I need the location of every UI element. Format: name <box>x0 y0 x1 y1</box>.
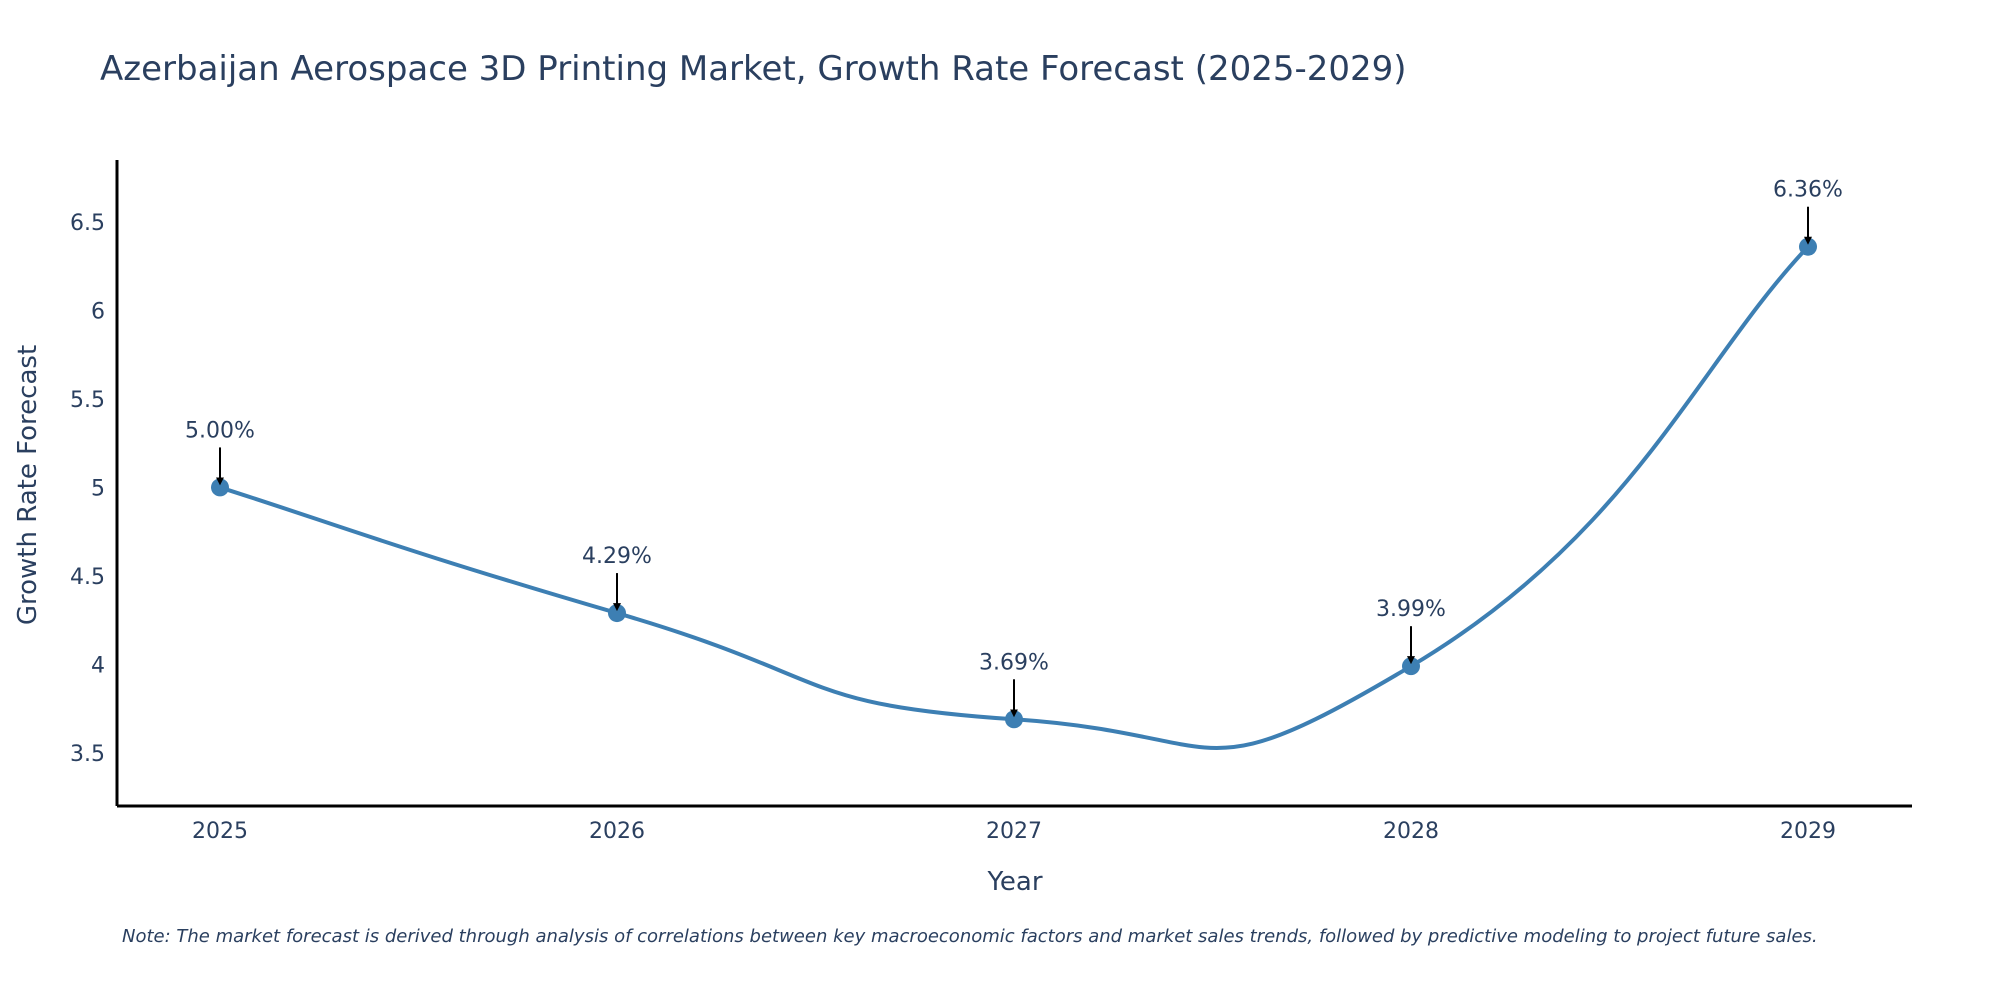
x-axis-title: Year <box>986 867 1042 897</box>
y-tick-label: 4.5 <box>70 565 105 590</box>
data-point <box>1005 710 1023 729</box>
data-point <box>211 478 229 497</box>
data-point <box>1402 657 1420 676</box>
y-tick-label: 5.5 <box>70 388 105 413</box>
data-markers <box>211 237 1817 729</box>
data-annotations: 5.00% 4.29% 3.69% 3.99% 6.36% <box>185 178 1843 718</box>
series-line <box>219 245 1810 750</box>
data-label: 3.99% <box>1376 597 1446 622</box>
data-label: 4.29% <box>582 544 652 569</box>
y-tick-label: 6.5 <box>70 211 105 236</box>
chart-title: Azerbaijan Aerospace 3D Printing Market,… <box>100 49 1407 89</box>
x-tick-label: 2025 <box>192 819 248 844</box>
data-label: 3.69% <box>979 650 1049 675</box>
data-label: 6.36% <box>1773 178 1843 203</box>
x-tick-label: 2027 <box>986 819 1042 844</box>
x-tick-label: 2029 <box>1780 819 1836 844</box>
y-axis-title: Growth Rate Forecast <box>13 345 43 625</box>
footnote: Note: The market forecast is derived thr… <box>122 926 1818 947</box>
y-tick-label: 6 <box>91 299 105 324</box>
y-tick-label: 5 <box>91 476 105 501</box>
y-axis-ticks: 3.5 4 4.5 5 5.5 6 6.5 <box>70 211 105 767</box>
y-tick-label: 4 <box>91 653 105 678</box>
data-point <box>608 604 626 623</box>
y-tick-label: 3.5 <box>70 742 105 767</box>
x-axis-ticks: 2025 2026 2027 2028 2029 <box>192 819 1836 844</box>
x-tick-label: 2028 <box>1383 819 1439 844</box>
data-label: 5.00% <box>185 418 255 443</box>
data-point <box>1799 237 1817 256</box>
x-tick-label: 2026 <box>589 819 645 844</box>
